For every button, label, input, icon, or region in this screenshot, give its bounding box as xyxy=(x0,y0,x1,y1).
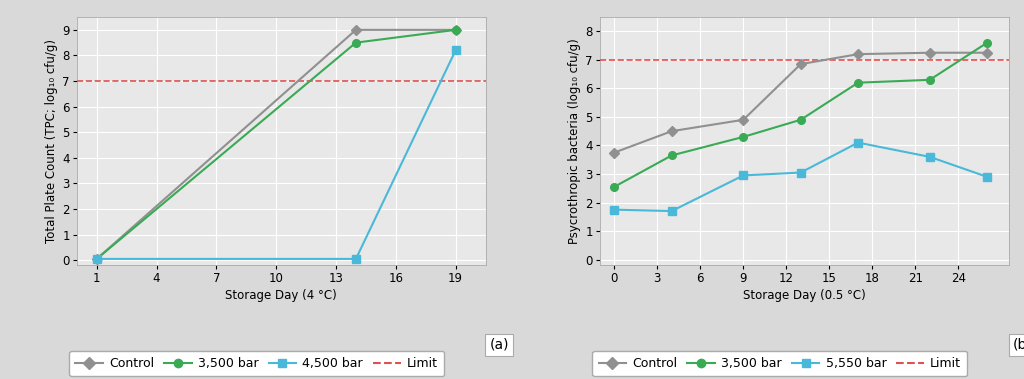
X-axis label: Storage Day (0.5 °C): Storage Day (0.5 °C) xyxy=(743,290,865,302)
X-axis label: Storage Day (4 °C): Storage Day (4 °C) xyxy=(225,290,337,302)
Legend: Control, 3,500 bar, 4,500 bar, Limit: Control, 3,500 bar, 4,500 bar, Limit xyxy=(70,351,444,376)
Text: (b): (b) xyxy=(1013,338,1024,352)
Text: (a): (a) xyxy=(489,338,509,352)
Legend: Control, 3,500 bar, 5,550 bar, Limit: Control, 3,500 bar, 5,550 bar, Limit xyxy=(592,351,968,376)
Y-axis label: Psycrothropic bacteria (log₁₀ cfu/g): Psycrothropic bacteria (log₁₀ cfu/g) xyxy=(568,38,582,244)
Y-axis label: Total Plate Count (TPC; log₁₀ cfu/g): Total Plate Count (TPC; log₁₀ cfu/g) xyxy=(45,39,58,243)
